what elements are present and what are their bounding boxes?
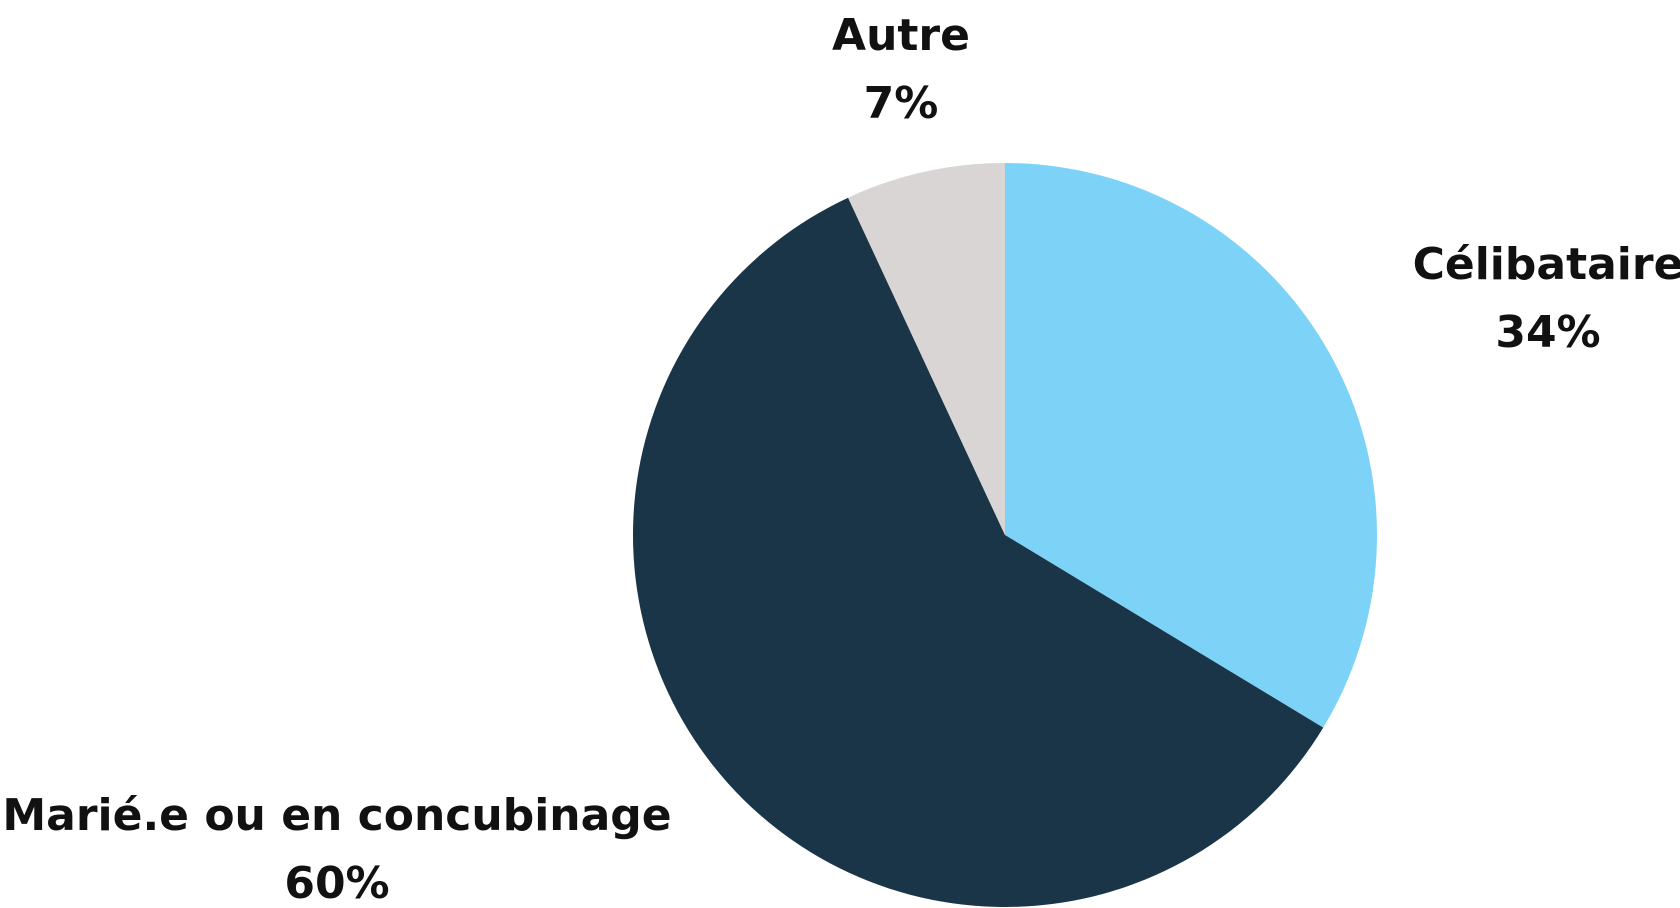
slice-label: Marié.e ou en concubinage xyxy=(2,790,671,841)
pie-slice xyxy=(1005,163,1378,728)
slice-label: Célibataire xyxy=(1413,239,1680,290)
pie-slice xyxy=(848,163,1005,535)
slice-value-label: 7% xyxy=(864,78,939,129)
slice-value-label: 60% xyxy=(284,858,389,908)
slice-value-label: 34% xyxy=(1495,307,1600,358)
pie-slice xyxy=(633,197,1324,907)
slice-label: Autre xyxy=(832,10,970,61)
